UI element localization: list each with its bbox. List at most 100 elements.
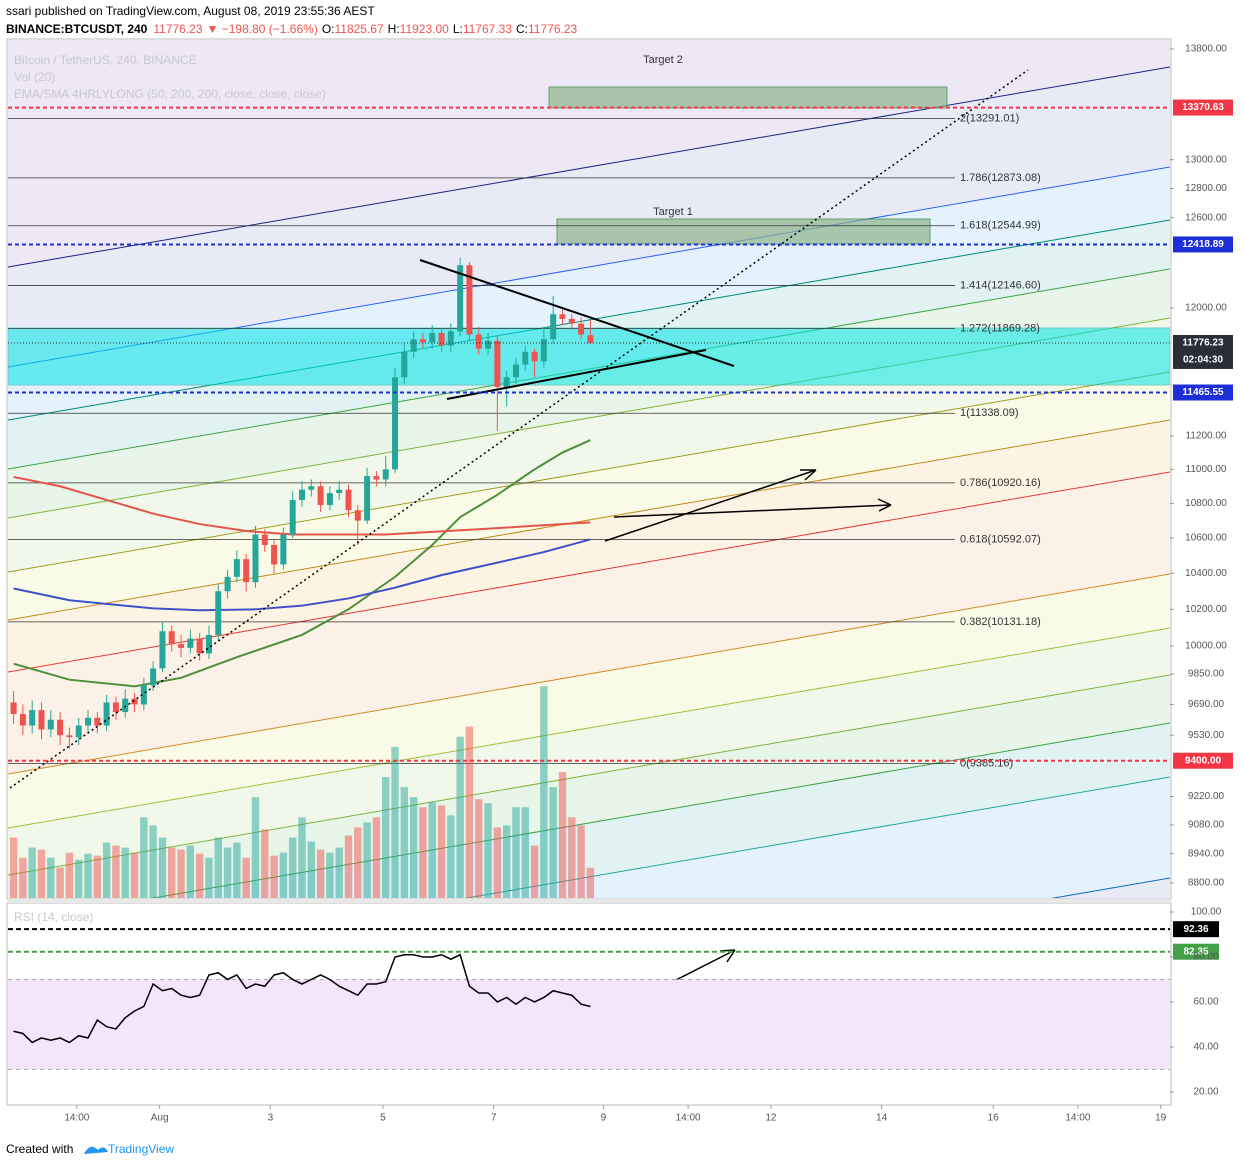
y-tick-label: 10600.00	[1185, 533, 1227, 544]
x-tick-label: 14:00	[64, 1113, 89, 1124]
volume-bar	[75, 859, 83, 898]
ma-line	[13, 475, 591, 536]
candle-body	[382, 469, 389, 480]
volume-bar	[456, 736, 464, 898]
price-tag	[1173, 334, 1233, 369]
y-tick-label: 12600.00	[1185, 212, 1227, 223]
ohlc-key: H:	[388, 22, 400, 36]
arrow	[604, 469, 817, 542]
volume-bar	[121, 847, 129, 898]
ohlc-val: 11923.00	[400, 22, 449, 36]
x-tick-label: 14	[876, 1113, 888, 1124]
volume-bar	[149, 825, 157, 898]
candle-body	[289, 499, 296, 535]
volume-bar	[354, 827, 362, 898]
volume-bar	[568, 817, 576, 898]
candle-body	[317, 486, 324, 506]
byline: ssari published on TradingView.com, Augu…	[6, 4, 375, 18]
candle-body	[271, 545, 278, 565]
channel-line	[8, 66, 1170, 268]
candle-body	[578, 323, 585, 335]
candle-body	[112, 702, 119, 713]
candle-body	[196, 638, 203, 654]
candle-body	[75, 725, 82, 738]
target-label: Target 1	[653, 206, 693, 218]
rsi-tag	[1173, 921, 1219, 938]
candle-body	[10, 702, 17, 714]
volume-bar	[28, 847, 36, 898]
candle-body	[168, 631, 175, 645]
target-box	[556, 218, 931, 245]
candle-body	[66, 735, 73, 738]
legend-rsi: RSI (14, close)	[14, 910, 93, 924]
ohlc-val: 11776.23	[528, 22, 577, 36]
fib-label: 0(9385.16)	[960, 758, 1013, 770]
y-tick-label: 10000.00	[1185, 641, 1227, 652]
volume-bar	[177, 849, 185, 898]
candle-body	[326, 493, 333, 506]
rsi-tick-label: 60.00	[1193, 997, 1218, 1008]
y-tick-label: 9530.00	[1188, 730, 1225, 741]
volume-bar	[261, 829, 269, 898]
x-tick-label: Aug	[151, 1113, 169, 1124]
volume-bar	[102, 842, 111, 898]
rsi-tick-label: 40.00	[1193, 1042, 1218, 1053]
x-tick-label: 12	[765, 1113, 777, 1124]
candle-body	[57, 719, 64, 736]
price-tag	[1173, 99, 1233, 116]
symbol-line: BINANCE:BTCUSDT, 240 11776.23 ▼ −198.80 (−…	[6, 22, 578, 36]
candle-body	[540, 339, 547, 362]
ohlc-val: 11825.67	[334, 22, 383, 36]
candle-body	[475, 334, 482, 349]
volume-bar	[316, 849, 325, 898]
candle-body	[178, 644, 185, 648]
candle-body	[19, 713, 26, 726]
ohlc-key: C:	[516, 22, 528, 36]
volume-bar	[298, 817, 306, 898]
volume-bar	[558, 772, 567, 898]
volume-bar	[307, 841, 315, 898]
volume-bar	[335, 847, 343, 898]
x-tick-label: 19	[1155, 1113, 1167, 1124]
candle-body	[485, 340, 492, 349]
pane-separator	[7, 899, 1171, 903]
candle-body	[550, 314, 557, 340]
rsi-tick-label: 100.00	[1191, 907, 1222, 918]
volume-bar	[93, 855, 102, 898]
ohlc-key: O:	[322, 22, 335, 36]
y-tick-label: 12800.00	[1185, 183, 1227, 194]
logo	[84, 1146, 108, 1154]
fib-label: 0.382(10131.18)	[960, 616, 1041, 628]
candle-body	[522, 351, 529, 365]
volume-bar	[168, 847, 176, 898]
volume-bar	[475, 799, 483, 898]
marks	[8, 118, 955, 898]
volume-bar	[372, 817, 381, 898]
volume-bar	[493, 827, 502, 898]
candle-body	[159, 631, 166, 669]
x-tick-label: 7	[491, 1113, 497, 1124]
y-tick-label: 10400.00	[1185, 568, 1227, 579]
volume-bar	[521, 807, 529, 898]
legend-title: Bitcoin / TetherUS, 240, BINANCE	[14, 53, 197, 67]
candle-body	[131, 698, 138, 705]
legend-volume: Vol (20)	[14, 70, 55, 84]
x-tick-label: 3	[268, 1113, 274, 1124]
fib-label: 1.414(12146.60)	[960, 279, 1041, 291]
volume-bar	[47, 857, 55, 898]
candle-body	[29, 710, 36, 726]
price-tag	[1173, 752, 1233, 769]
candle-body	[457, 265, 464, 332]
y-tick-label: 10800.00	[1185, 498, 1227, 509]
fib-label: 0.618(10592.07)	[960, 533, 1041, 545]
volume-bar	[270, 855, 278, 898]
y-tick-label: 8800.00	[1188, 878, 1225, 889]
trendline	[446, 349, 707, 400]
volume-bar	[502, 825, 511, 898]
candle-body	[85, 717, 92, 726]
candle-body	[243, 559, 250, 583]
ma-line	[13, 538, 591, 612]
candle-body	[252, 534, 259, 583]
y-tick-label: 11200.00	[1186, 431, 1227, 442]
